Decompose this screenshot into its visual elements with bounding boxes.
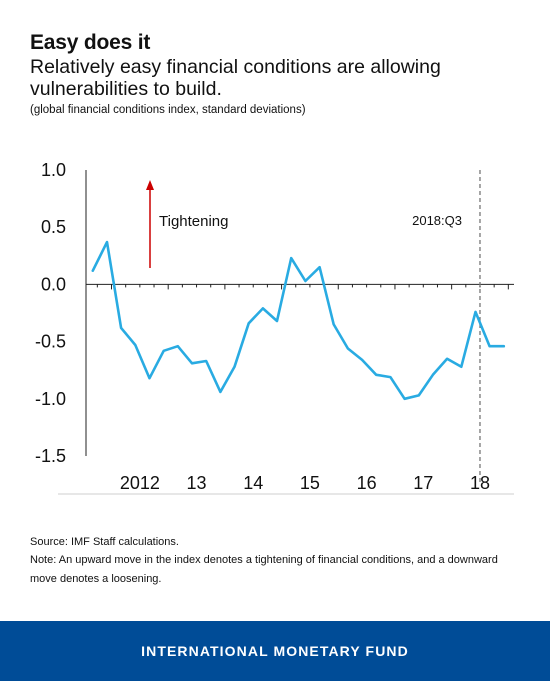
chart-subtitle: Relatively easy financial conditions are…: [30, 56, 441, 100]
x-tick-label: 15: [300, 473, 320, 493]
line-chart: 1.0 0.5 0.0 -0.5 -1.0 -1.5 2012 13 14 15 16 17 18 T…: [35, 160, 514, 495]
source-note: Source: IMF Staff calculations.: [30, 536, 179, 548]
explanatory-note: Note: An upward move in the index denote…: [30, 554, 498, 585]
org-name: INTERNATIONAL MONETARY FUND: [141, 643, 409, 659]
fci-series-line: [91, 240, 506, 401]
x-tick-label: 14: [243, 473, 263, 493]
y-tick-label: 0.5: [41, 217, 66, 237]
units-label: (global financial conditions index, stan…: [30, 104, 306, 116]
x-tick-label: 17: [413, 473, 433, 493]
x-tick-label: 2012: [120, 473, 160, 493]
q3-2018-label: 2018:Q3: [412, 213, 462, 228]
annotations: Tightening 2018:Q3: [146, 170, 481, 482]
x-axis: 2012 13 14 15 16 17 18: [58, 283, 514, 495]
y-axis: 1.0 0.5 0.0 -0.5 -1.0 -1.5: [35, 160, 87, 466]
tightening-label: Tightening: [159, 213, 229, 230]
x-tick-label: 18: [470, 473, 490, 493]
chart-title: Easy does it: [30, 31, 151, 54]
y-tick-label: -1.0: [35, 389, 66, 409]
y-tick-label: 1.0: [41, 160, 66, 180]
series: [91, 240, 506, 401]
y-tick-label: -0.5: [35, 332, 66, 352]
y-tick-label: -1.5: [35, 446, 66, 466]
footer-bar: INTERNATIONAL MONETARY FUND: [0, 621, 550, 681]
x-tick-label: 16: [357, 473, 377, 493]
tightening-arrow-head: [146, 180, 154, 190]
x-tick-label: 13: [187, 473, 207, 493]
y-tick-label: 0.0: [41, 274, 66, 294]
